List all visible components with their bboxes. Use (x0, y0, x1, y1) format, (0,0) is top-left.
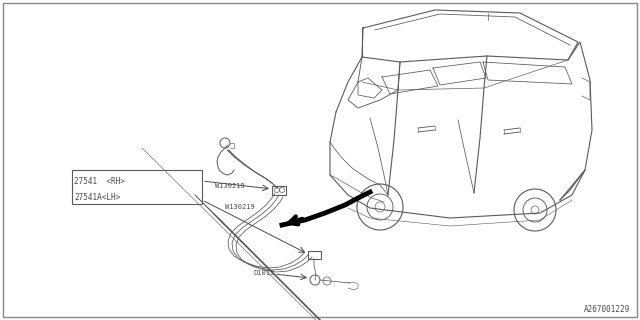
Text: A267001229: A267001229 (584, 305, 630, 314)
Text: 27541A<LH>: 27541A<LH> (74, 193, 120, 202)
Bar (72, 170, 202, 204)
Text: D101S: D101S (254, 270, 275, 276)
Text: 27541  <RH>: 27541 <RH> (74, 177, 125, 186)
Text: W130219: W130219 (225, 204, 255, 210)
Text: W130219: W130219 (215, 183, 244, 189)
Bar (308, 251, 321, 259)
Bar (272, 186, 286, 195)
